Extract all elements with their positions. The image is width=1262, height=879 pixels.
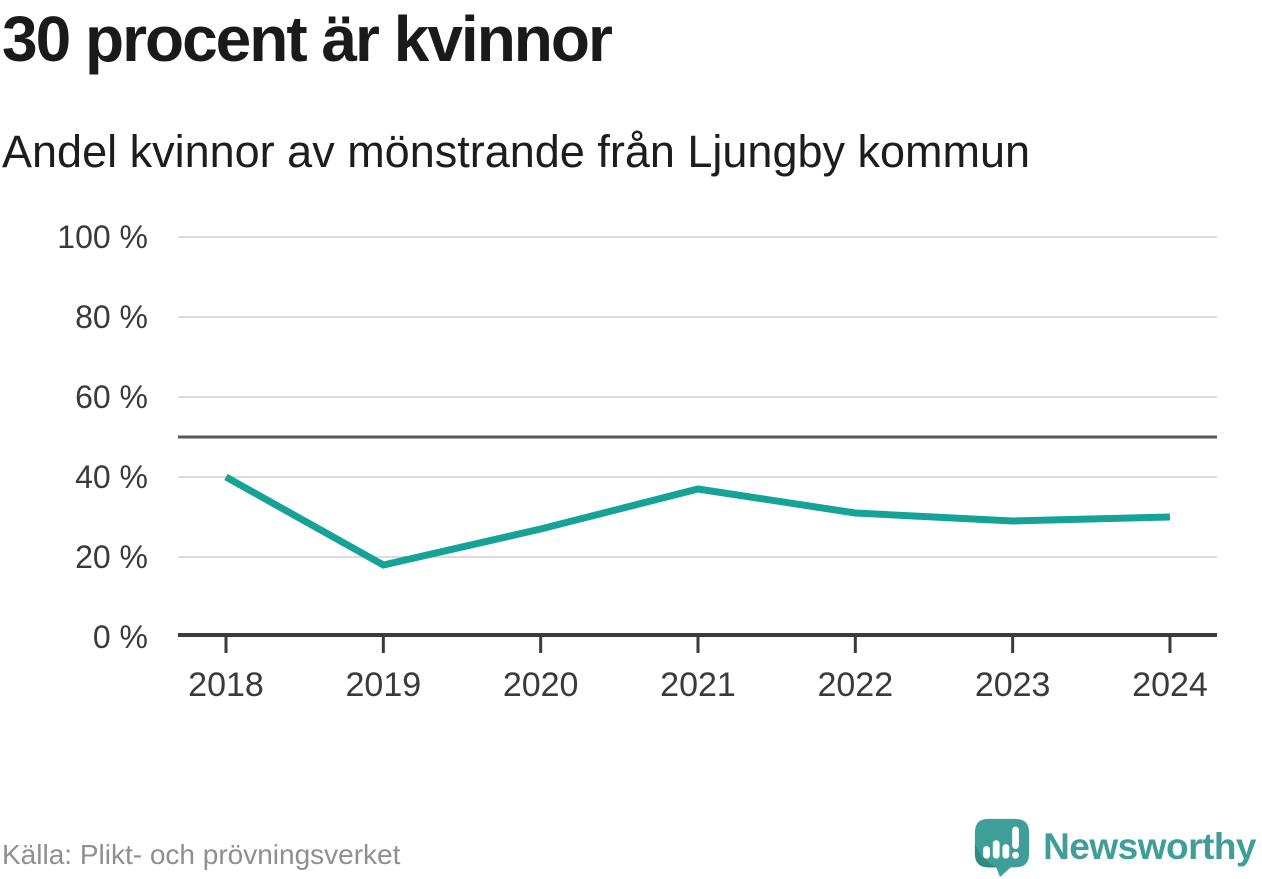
x-axis-tick-label: 2021 bbox=[660, 666, 736, 704]
y-axis-tick-label: 20 % bbox=[75, 539, 148, 575]
bar-1 bbox=[983, 846, 990, 859]
y-axis-tick-label: 0 % bbox=[93, 619, 148, 655]
speech-bubble-shape bbox=[974, 818, 1030, 877]
x-axis-tick-label: 2022 bbox=[817, 666, 893, 704]
newsworthy-speech-bubble-bar-chart-icon bbox=[974, 818, 1030, 877]
x-axis-tick-label: 2018 bbox=[188, 666, 264, 704]
x-axis-tick-label: 2020 bbox=[503, 666, 579, 704]
x-axis-tick-label: 2019 bbox=[346, 666, 422, 704]
y-axis-tick-label: 60 % bbox=[75, 379, 148, 415]
chart-subtitle: Andel kvinnor av mönstrande från Ljungby… bbox=[2, 126, 1031, 177]
line-chart: 0 % 20 % 40 % 60 % 80 % 100 % 2018 2019 2020 2021… bbox=[57, 219, 1217, 704]
y-axis-tick-label: 100 % bbox=[57, 219, 148, 255]
source-note: Källa: Plikt- och prövningsverket bbox=[2, 839, 401, 870]
y-axis-tick-label: 80 % bbox=[75, 299, 148, 335]
newsworthy-logo: Newsworthy bbox=[972, 817, 1256, 877]
data-line-andel-kvinnor bbox=[224, 473, 1171, 569]
bar-3 bbox=[1002, 844, 1010, 859]
x-axis-tick-label: 2024 bbox=[1132, 666, 1208, 704]
x-axis-tick-label: 2023 bbox=[975, 666, 1051, 704]
exclamation-dot bbox=[1012, 851, 1020, 859]
exclamation-bar bbox=[1012, 826, 1019, 849]
page-title: 30 procent är kvinnor bbox=[2, 3, 613, 75]
brand-name: Newsworthy bbox=[1043, 826, 1256, 867]
y-axis-tick-label: 40 % bbox=[75, 459, 148, 495]
bar-2 bbox=[992, 840, 1000, 859]
speech-bubble-shade bbox=[974, 844, 998, 868]
